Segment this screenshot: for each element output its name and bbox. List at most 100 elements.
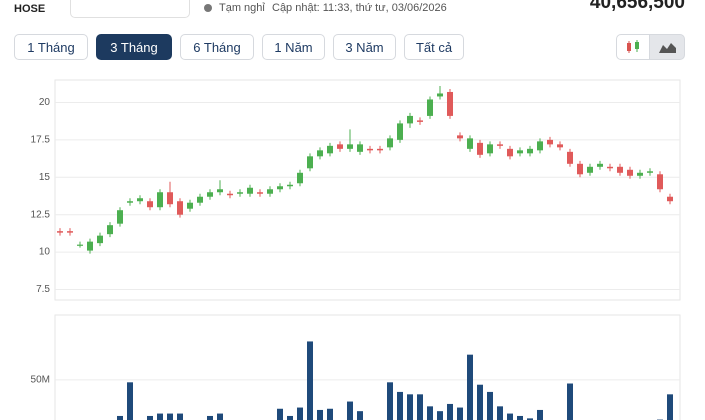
volume-bar xyxy=(117,415,123,420)
candle-body xyxy=(457,135,463,139)
candle-body xyxy=(157,192,163,208)
candle-body xyxy=(267,189,273,194)
candle-body xyxy=(487,144,493,154)
candle-body xyxy=(127,201,133,203)
candle-body xyxy=(587,166,593,173)
price-box xyxy=(70,0,190,18)
range-button[interactable]: 3 Tháng xyxy=(96,34,172,60)
volume-bar xyxy=(287,415,293,420)
candle-body xyxy=(427,99,433,116)
range-button[interactable]: Tất cả xyxy=(404,34,464,60)
volume-bar xyxy=(147,415,153,420)
range-button[interactable]: 1 Tháng xyxy=(14,34,88,60)
candle-body xyxy=(407,115,413,124)
candle-body xyxy=(667,196,673,202)
status: Tạm nghỉ xyxy=(219,2,265,14)
candle-body xyxy=(207,192,213,197)
candle-body xyxy=(657,174,663,190)
candle-body xyxy=(497,144,503,146)
range-button[interactable]: 1 Năm xyxy=(262,34,325,60)
updated: Cập nhật: 11:33, thứ tư, 03/06/2026 xyxy=(272,2,447,14)
volume-bar xyxy=(127,382,133,420)
volume-bar xyxy=(527,418,533,420)
volume-bar xyxy=(537,409,543,420)
candle-body xyxy=(477,142,483,155)
candle-body xyxy=(347,144,353,149)
candle-body xyxy=(607,166,613,169)
range-button[interactable]: 6 Tháng xyxy=(180,34,254,60)
candle-body xyxy=(137,198,143,202)
y-tick-label: 7.5 xyxy=(36,284,50,295)
volume-bar xyxy=(437,411,443,420)
volume-bar xyxy=(417,394,423,420)
volume-bar xyxy=(297,407,303,420)
candle-body xyxy=(357,144,363,152)
volume-bar xyxy=(407,394,413,420)
volume-bar xyxy=(277,408,283,420)
candle-body xyxy=(637,172,643,176)
candle-body xyxy=(337,144,343,149)
candle-body xyxy=(197,196,203,203)
volume-bar xyxy=(397,391,403,420)
volume-bar xyxy=(507,413,513,420)
volume-bar xyxy=(517,415,523,420)
candle-body xyxy=(187,202,193,209)
candle-body xyxy=(287,184,293,187)
candle-body xyxy=(217,189,223,193)
candle-body xyxy=(57,231,63,233)
candle-body xyxy=(87,241,93,251)
total-volume: 40,656,500 xyxy=(589,0,685,13)
candle-body xyxy=(597,163,603,167)
volume-bar xyxy=(317,409,323,420)
candle-body xyxy=(257,192,263,194)
volume-bar xyxy=(497,406,503,420)
candle-body xyxy=(97,235,103,244)
candle-body xyxy=(367,148,373,151)
candle-body xyxy=(147,201,153,208)
area-toggle[interactable] xyxy=(649,34,685,60)
volume-bar xyxy=(307,341,313,420)
volume-bar xyxy=(387,382,393,420)
candle-icon xyxy=(627,40,639,53)
volume-bar xyxy=(207,415,213,420)
candle-body xyxy=(517,150,523,154)
candle-body xyxy=(447,91,453,116)
volume-bar xyxy=(667,394,673,420)
volume-bar xyxy=(177,413,183,420)
y-tick-label: 50M xyxy=(31,375,50,386)
volume-bar xyxy=(347,401,353,420)
y-tick-label: 20 xyxy=(39,97,51,108)
y-tick-label: 15 xyxy=(39,172,51,183)
candle-body xyxy=(167,192,173,205)
candle-body xyxy=(627,169,633,176)
candle-body xyxy=(577,163,583,175)
candle-body xyxy=(377,148,383,151)
volume-bar xyxy=(357,411,363,420)
candle-body xyxy=(647,171,653,173)
candle-body xyxy=(387,138,393,148)
candle-body xyxy=(227,193,233,196)
candle-body xyxy=(527,148,533,154)
exchange: HOSE xyxy=(14,3,46,15)
volume-bar xyxy=(477,384,483,420)
volume-panel xyxy=(54,314,681,420)
candle-body xyxy=(437,93,443,97)
candle-body xyxy=(547,139,553,145)
candle-body xyxy=(557,144,563,148)
y-tick-label: 17.5 xyxy=(31,135,51,146)
candle-body xyxy=(567,151,573,164)
candle-body xyxy=(617,166,623,173)
volume-bar xyxy=(167,413,173,420)
volume-bar xyxy=(567,383,573,420)
y-tick-label: 10 xyxy=(39,247,51,258)
candle-body xyxy=(397,123,403,140)
range-button[interactable]: 3 Năm xyxy=(333,34,396,60)
candle-body xyxy=(277,186,283,190)
area-icon xyxy=(659,43,676,53)
candle-body xyxy=(247,187,253,194)
candle-body xyxy=(177,201,183,215)
candle-body xyxy=(107,225,113,235)
candle-body xyxy=(327,145,333,154)
candle-body xyxy=(537,141,543,151)
